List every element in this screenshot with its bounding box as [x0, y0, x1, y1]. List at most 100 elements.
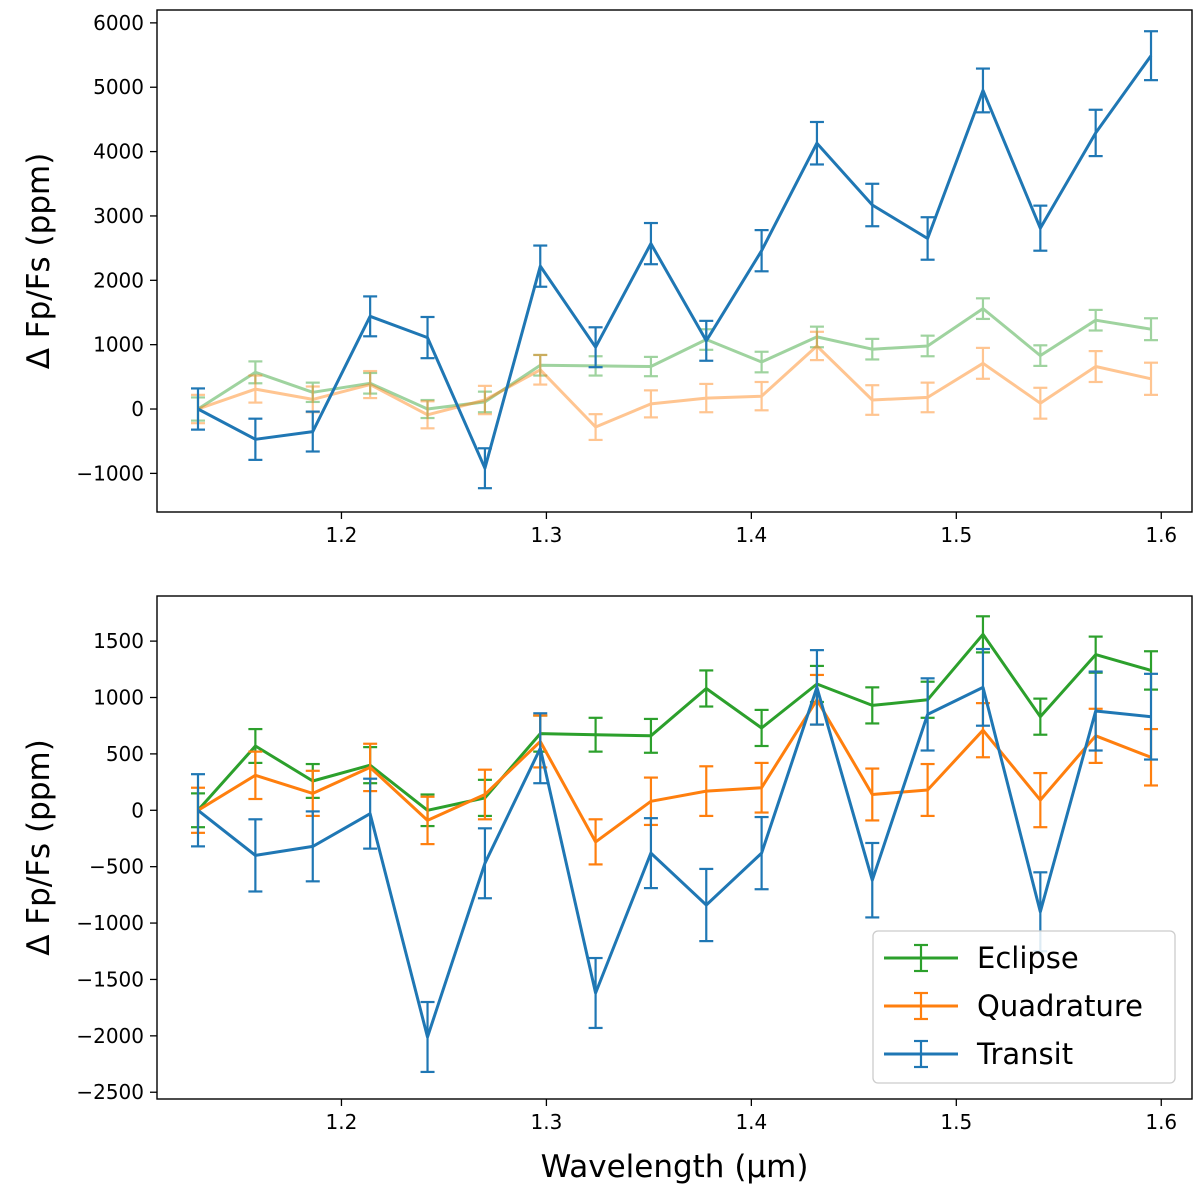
error-bar-quadrature: [588, 413, 603, 442]
error-bar-transit: [1088, 108, 1103, 158]
error-bar-eclipse: [363, 371, 378, 395]
y-tick-label: 5000: [93, 75, 144, 99]
x-tick-label: 1.3: [530, 523, 562, 547]
y-tick-label: 0: [131, 397, 144, 421]
series-line-quadrature: [197, 698, 1152, 844]
error-bar-transit: [1144, 672, 1159, 761]
error-bar-quadrature: [420, 400, 435, 430]
error-bar-eclipse: [754, 350, 769, 374]
series-quadrature: [190, 330, 1159, 442]
y-axis-label: Δ Fp/Fs (ppm): [21, 739, 57, 956]
error-bar-quadrature: [1088, 350, 1103, 384]
error-bar-transit: [975, 647, 990, 727]
error-bar-transit: [248, 818, 263, 893]
panel-top: 1.2 1.3 1.4 1.5 1.6 −1000 0 1000 2000 3000 4000 500…: [21, 9, 1193, 547]
legend-label-eclipse: Eclipse: [977, 941, 1079, 975]
y-tick-label: −1000: [76, 461, 144, 485]
series-eclipse: [190, 297, 1159, 422]
y-tick-label: 500: [106, 742, 144, 766]
error-bar-quadrature: [477, 768, 492, 821]
error-bar-quadrature: [248, 374, 263, 404]
y-tick-label: 0: [131, 798, 144, 822]
legend-frame: [872, 930, 1176, 1084]
error-bar-transit: [699, 867, 714, 943]
error-bar-quadrature: [754, 761, 769, 814]
error-bar-quadrature: [533, 353, 548, 386]
y-tick-label: 6000: [93, 11, 144, 35]
error-bar-transit: [1033, 204, 1048, 252]
error-bar-transit: [588, 326, 603, 369]
error-bar-quadrature: [754, 380, 769, 412]
y-tick-label: 2000: [93, 268, 144, 292]
error-bar-eclipse: [699, 669, 714, 708]
error-bar-quadrature: [809, 330, 824, 362]
error-bar-transit: [865, 182, 880, 228]
error-bar-transit: [248, 417, 263, 461]
error-bar-transit: [363, 777, 378, 850]
series-line-eclipse: [196, 632, 1152, 812]
error-bar-transit: [305, 810, 320, 883]
y-tick-label: 3000: [93, 204, 144, 228]
x-tick-label: 1.2: [326, 523, 358, 547]
error-bar-eclipse: [1033, 697, 1048, 736]
error-bar-quadrature: [1144, 361, 1159, 396]
series-line-transit: [197, 685, 1152, 1039]
y-tick-label: 1000: [93, 686, 144, 710]
x-axis-label: Wavelength (μm): [541, 1149, 809, 1185]
error-bar-eclipse: [643, 355, 658, 378]
error-bar-eclipse: [865, 686, 880, 725]
error-bar-eclipse: [477, 390, 492, 414]
error-bar-transit: [1144, 30, 1159, 82]
x-tick-label: 1.2: [326, 1110, 358, 1134]
error-bar-transit: [477, 447, 492, 490]
error-bar-quadrature: [865, 384, 880, 416]
error-bar-quadrature: [1033, 386, 1048, 420]
x-tick-label: 1.6: [1145, 523, 1177, 547]
error-bar-eclipse: [920, 334, 935, 358]
error-bar-transit: [754, 815, 769, 891]
error-bar-quadrature: [699, 765, 714, 818]
error-bar-transit: [643, 221, 658, 266]
error-bar-eclipse: [975, 297, 990, 321]
y-tick-label: −1500: [76, 967, 144, 991]
error-bar-transit: [699, 319, 714, 362]
axes-frame: [156, 595, 1193, 1100]
x-tick-label: 1.6: [1145, 1110, 1177, 1134]
error-bar-quadrature: [477, 384, 492, 416]
series-transit: [190, 647, 1159, 1074]
plot-area: [190, 30, 1159, 490]
error-bar-transit: [920, 677, 935, 752]
error-bar-transit: [190, 773, 205, 848]
error-bar-quadrature: [248, 750, 263, 801]
x-tick-label: 1.4: [735, 1110, 767, 1134]
error-bar-eclipse: [305, 381, 320, 404]
error-bar-quadrature: [920, 762, 935, 818]
error-bar-eclipse: [1144, 317, 1159, 342]
series-transit: [190, 30, 1159, 490]
error-bar-eclipse: [975, 615, 990, 654]
y-axis-label: Δ Fp/Fs (ppm): [21, 153, 57, 370]
error-bar-eclipse: [1088, 308, 1103, 332]
series-line-quadrature: [197, 344, 1152, 429]
error-bar-transit: [588, 956, 603, 1030]
x-tick-label: 1.5: [940, 1110, 972, 1134]
legend: Eclipse Quadrature Transit: [872, 930, 1176, 1084]
error-bar-transit: [533, 244, 548, 288]
error-bar-transit: [1088, 670, 1103, 752]
error-bar-eclipse: [420, 398, 435, 420]
error-bar-quadrature: [420, 795, 435, 846]
error-bar-eclipse: [248, 360, 263, 385]
error-bar-eclipse: [754, 708, 769, 748]
error-bar-quadrature: [975, 346, 990, 380]
error-bar-transit: [643, 817, 658, 890]
error-bar-quadrature: [1033, 771, 1048, 829]
error-bar-quadrature: [643, 389, 658, 419]
error-bar-eclipse: [533, 353, 548, 377]
legend-handle-eclipse: [884, 943, 958, 973]
axes-frame: [156, 9, 1193, 513]
x-tick-label: 1.5: [940, 523, 972, 547]
error-bar-transit: [477, 827, 492, 900]
error-bar-transit: [865, 841, 880, 919]
series-quadrature: [190, 673, 1159, 866]
